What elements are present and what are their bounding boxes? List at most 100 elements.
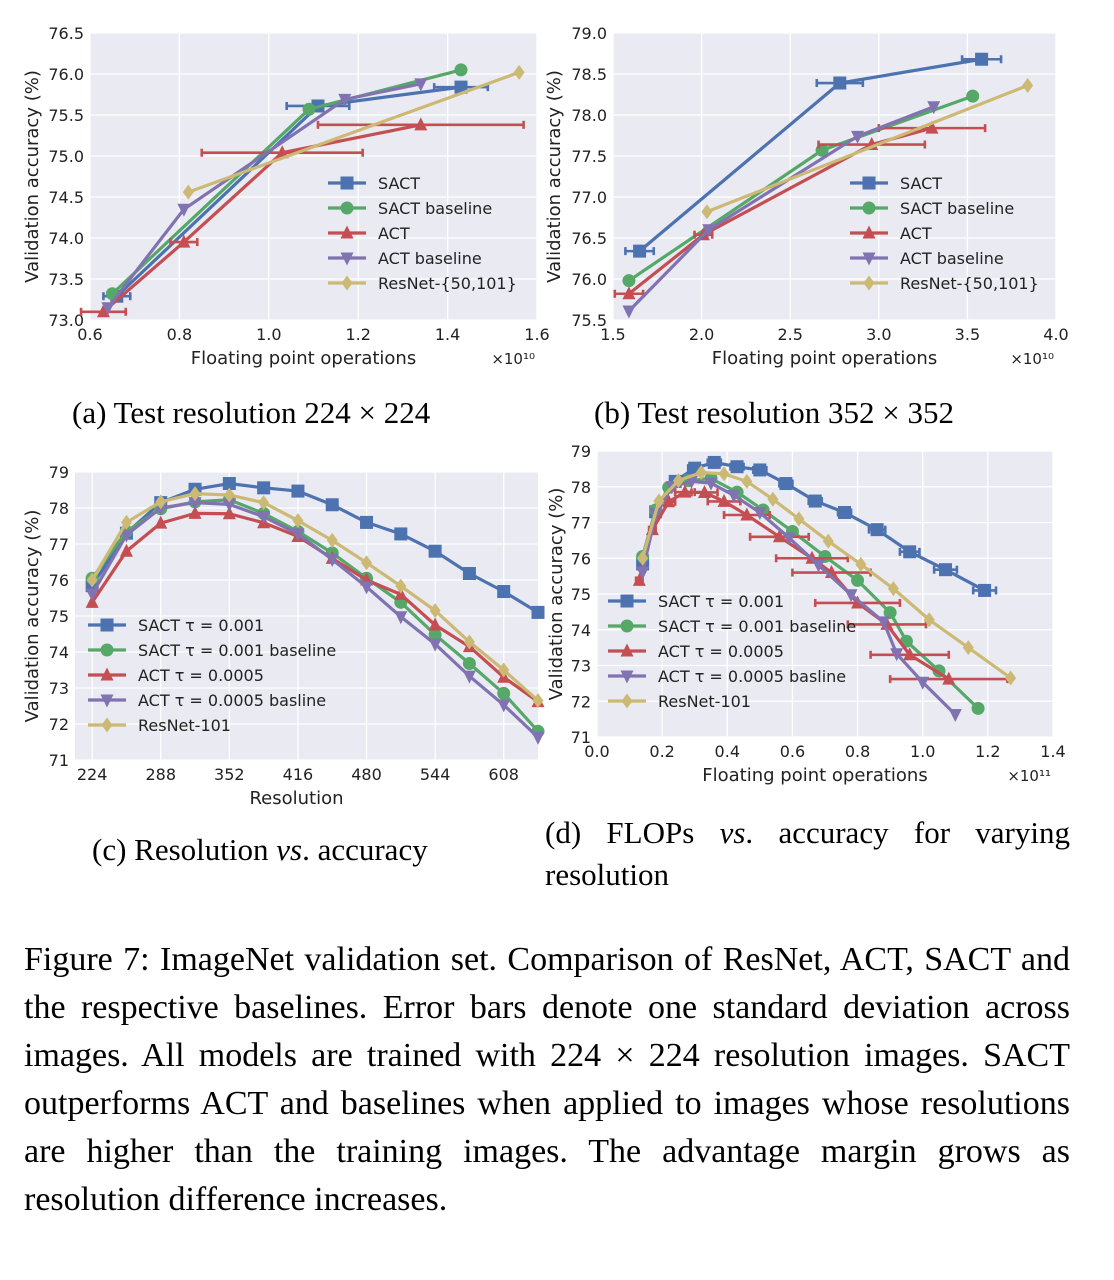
data-point xyxy=(454,63,468,77)
legend-label: SACT xyxy=(378,174,420,193)
legend-label: ACT xyxy=(900,224,932,243)
y-tick-label: 74.0 xyxy=(48,229,84,248)
y-tick-label: 73.0 xyxy=(48,311,84,330)
legend-marker xyxy=(620,594,634,608)
data-point xyxy=(622,274,636,288)
y-tick-label: 75.0 xyxy=(48,147,84,166)
legend-label: ACT τ = 0.0005 basline xyxy=(658,667,846,686)
data-point xyxy=(782,532,796,546)
legend-marker xyxy=(620,619,634,633)
caption-d-full: (d) FLOPs vs. accuracy for varying xyxy=(545,812,1070,854)
x-tick-label: 0.6 xyxy=(77,325,102,344)
caption-b: (b) Test resolution 352 × 352 xyxy=(594,395,955,430)
y-tick-label: 76.5 xyxy=(48,24,84,43)
y-axis-label: Validation accuracy (%) xyxy=(546,488,567,701)
series-3 xyxy=(85,497,545,745)
data-point xyxy=(188,505,202,519)
data-point xyxy=(222,506,236,520)
data-point xyxy=(119,529,133,543)
chart-a-svg: 0.6 0.8 1.0 1.2 1.4 1.6 73.0 73.5 74.0 74.5 75.0 75… xyxy=(22,24,550,369)
x-tick-label: 1.4 xyxy=(435,325,460,344)
data-point xyxy=(633,244,647,258)
data-point xyxy=(851,130,865,144)
y-tick-label: 75.5 xyxy=(571,311,607,330)
legend-marker xyxy=(100,643,114,657)
series-4 xyxy=(86,486,544,709)
data-point xyxy=(428,638,442,652)
data-point xyxy=(257,511,271,525)
series-0 xyxy=(624,52,1003,258)
x-tick-label: 0.0 xyxy=(584,742,609,761)
data-point xyxy=(851,573,865,587)
y-tick-label: 76.0 xyxy=(48,65,84,84)
legend-marker xyxy=(862,201,876,215)
data-point xyxy=(360,581,374,595)
data-point xyxy=(155,494,167,510)
legend-label: ResNet-{50,101} xyxy=(378,274,517,293)
x-tick-label: 416 xyxy=(283,765,314,784)
caption-d-suffix: . accuracy for varying xyxy=(745,815,1070,850)
legend-marker xyxy=(340,201,354,215)
x-tick-label: 1.5 xyxy=(600,325,625,344)
data-point xyxy=(844,589,858,603)
data-point xyxy=(730,460,744,474)
x-tick-label: 0.2 xyxy=(649,742,674,761)
data-point xyxy=(428,544,442,558)
data-point xyxy=(338,93,352,107)
data-point xyxy=(497,585,511,599)
x-tick-label: 1.6 xyxy=(524,325,549,344)
data-point xyxy=(414,78,428,92)
x-tick-label: 608 xyxy=(488,765,519,784)
legend: SACT τ = 0.001 SACT τ = 0.001 baseline ACT… xyxy=(88,616,336,735)
data-point xyxy=(96,304,110,318)
data-point xyxy=(497,699,511,713)
legend-marker xyxy=(100,618,114,632)
data-point xyxy=(966,89,980,103)
data-point xyxy=(887,581,899,597)
data-point xyxy=(636,566,650,580)
data-point xyxy=(428,617,442,631)
data-point xyxy=(883,606,897,620)
data-point xyxy=(1005,670,1017,686)
data-point xyxy=(101,302,115,316)
legend-marker xyxy=(100,667,114,681)
x-tick-label: 1.2 xyxy=(345,325,370,344)
chart-d-svg: 0.0 0.2 0.4 0.6 0.8 1.0 1.2 1.4 71 72 73 74 75 76 77 78… xyxy=(546,442,1066,786)
data-point xyxy=(325,553,339,567)
data-point xyxy=(222,498,236,512)
data-point xyxy=(753,463,767,477)
x-tick-label: 3.5 xyxy=(955,325,980,344)
data-point xyxy=(704,477,718,491)
caption-c: (c) Resolution vs. accuracy xyxy=(92,830,428,870)
x-tick-label: 1.0 xyxy=(256,325,281,344)
data-point xyxy=(903,545,917,559)
x-tick-label: 288 xyxy=(145,765,176,784)
x-axis-exponent: ×10¹⁰ xyxy=(491,350,535,368)
legend-label: SACT τ = 0.001 baseline xyxy=(658,617,856,636)
data-point xyxy=(429,603,441,619)
data-point xyxy=(701,204,713,220)
data-point xyxy=(653,493,665,509)
y-tick-label: 78 xyxy=(49,499,69,518)
data-point xyxy=(188,497,202,511)
x-axis-exponent: ×10¹⁰ xyxy=(1010,350,1054,368)
data-point xyxy=(632,572,646,586)
legend-marker xyxy=(862,225,876,239)
data-point xyxy=(727,489,741,503)
data-point xyxy=(223,487,235,503)
data-point xyxy=(767,491,779,507)
data-point xyxy=(360,515,374,529)
y-axis-label: Validation accuracy (%) xyxy=(22,510,43,723)
data-point xyxy=(189,486,201,502)
series-line xyxy=(102,123,422,314)
data-point xyxy=(414,117,428,131)
data-point xyxy=(978,583,992,597)
x-tick-label: 2.5 xyxy=(777,325,802,344)
data-point xyxy=(532,693,544,709)
legend-marker xyxy=(863,275,875,291)
figure-caption: Figure 7: ImageNet validation set. Compa… xyxy=(24,941,1070,1218)
data-point xyxy=(702,224,716,238)
data-point xyxy=(85,588,99,602)
y-tick-label: 71 xyxy=(49,751,69,770)
data-point xyxy=(948,708,962,722)
